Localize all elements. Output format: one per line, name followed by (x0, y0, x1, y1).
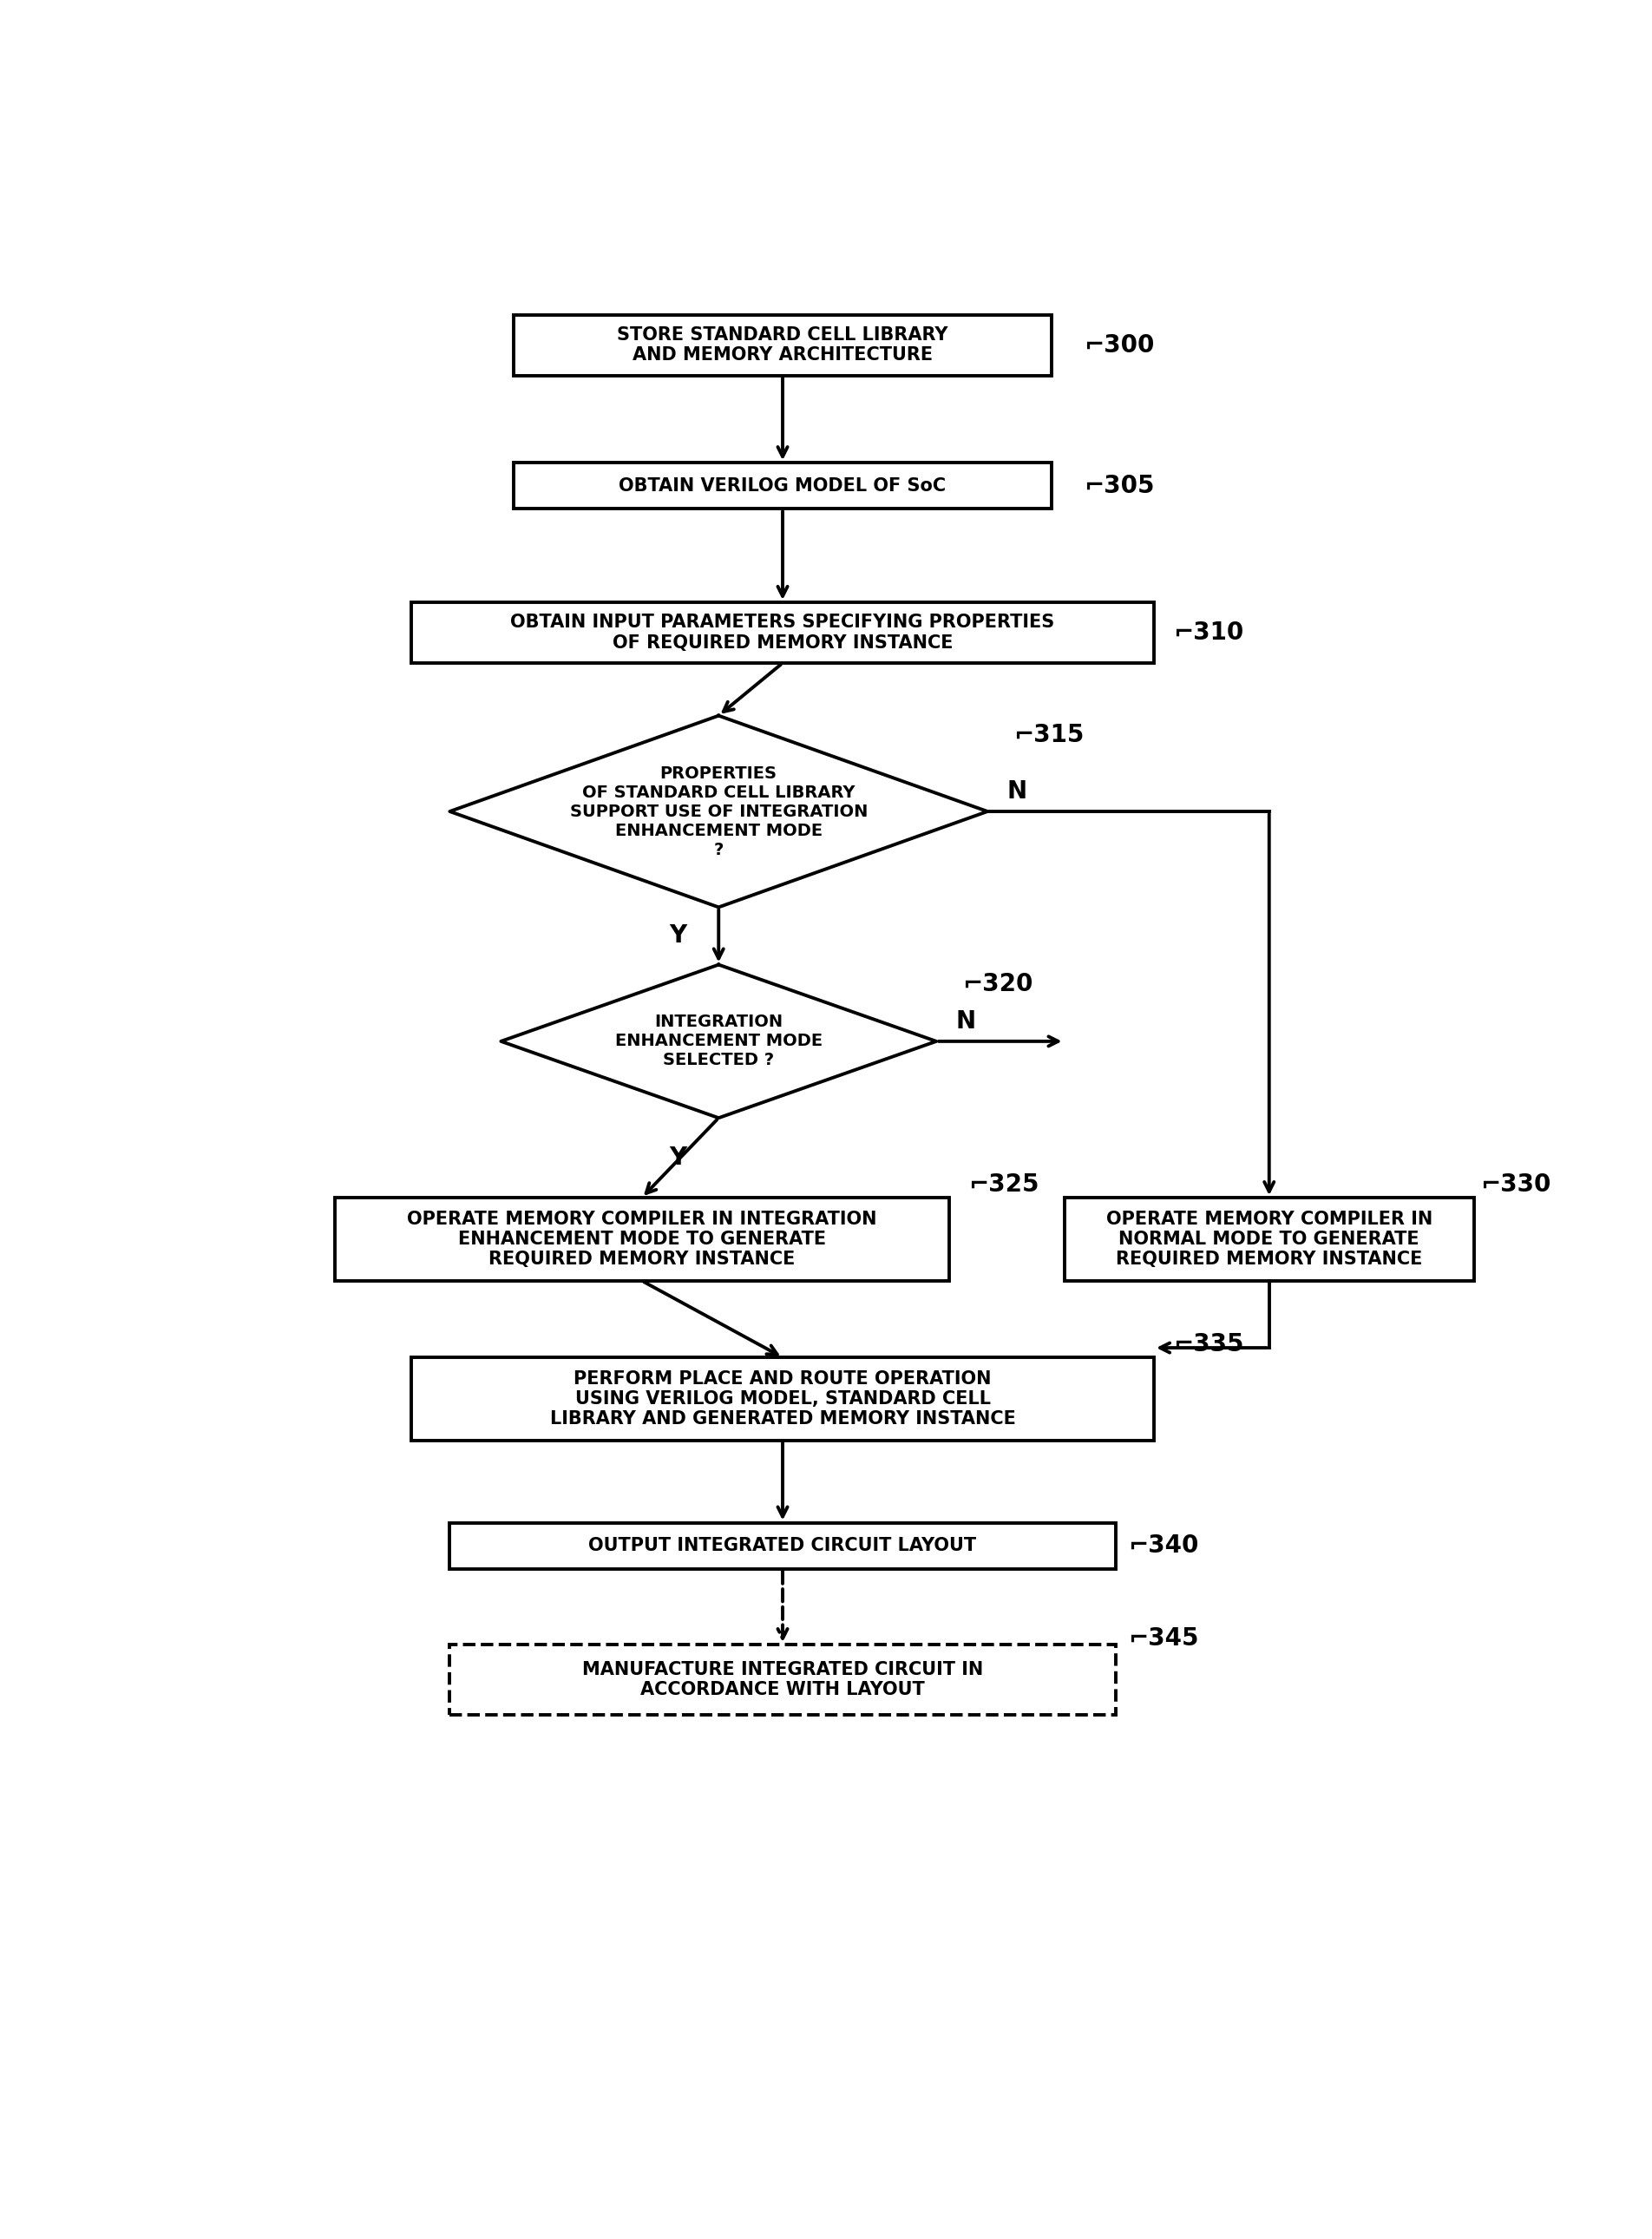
Bar (411, 1357, 1155, 1440)
Text: Y: Y (669, 1146, 687, 1171)
Text: OPERATE MEMORY COMPILER IN
NORMAL MODE TO GENERATE
REQUIRED MEMORY INSTANCE: OPERATE MEMORY COMPILER IN NORMAL MODE T… (1105, 1211, 1432, 1267)
Bar (449, 1523, 1115, 1570)
Text: INTEGRATION
ENHANCEMENT MODE
SELECTED ?: INTEGRATION ENHANCEMENT MODE SELECTED ? (615, 1014, 823, 1068)
Text: MANUFACTURE INTEGRATED CIRCUIT IN
ACCORDANCE WITH LAYOUT: MANUFACTURE INTEGRATED CIRCUIT IN ACCORD… (582, 1661, 983, 1699)
Text: PERFORM PLACE AND ROUTE OPERATION
USING VERILOG MODEL, STANDARD CELL
LIBRARY AND: PERFORM PLACE AND ROUTE OPERATION USING … (550, 1370, 1016, 1428)
Text: ⌐315: ⌐315 (1013, 723, 1084, 748)
Text: N: N (955, 1010, 976, 1034)
Text: ⌐335: ⌐335 (1173, 1332, 1244, 1357)
Bar (411, 602, 1155, 663)
Text: ⌐300: ⌐300 (1084, 334, 1155, 358)
Bar (449, 1646, 1115, 1715)
Text: Y: Y (669, 925, 687, 947)
Text: ⌐310: ⌐310 (1173, 620, 1244, 645)
Bar (334, 1198, 950, 1281)
Text: OBTAIN VERILOG MODEL OF SoC: OBTAIN VERILOG MODEL OF SoC (620, 477, 947, 495)
Text: ⌐325: ⌐325 (968, 1173, 1039, 1198)
Text: PROPERTIES
OF STANDARD CELL LIBRARY
SUPPORT USE OF INTEGRATION
ENHANCEMENT MODE
: PROPERTIES OF STANDARD CELL LIBRARY SUPP… (570, 766, 867, 858)
Text: N: N (1006, 779, 1028, 804)
Text: ⌐330: ⌐330 (1480, 1173, 1551, 1198)
Text: OPERATE MEMORY COMPILER IN INTEGRATION
ENHANCEMENT MODE TO GENERATE
REQUIRED MEM: OPERATE MEMORY COMPILER IN INTEGRATION E… (406, 1211, 877, 1267)
Text: ⌐305: ⌐305 (1084, 475, 1155, 497)
Text: STORE STANDARD CELL LIBRARY
AND MEMORY ARCHITECTURE: STORE STANDARD CELL LIBRARY AND MEMORY A… (618, 327, 948, 365)
Bar (514, 463, 1052, 508)
Bar (1064, 1198, 1474, 1281)
Text: ⌐345: ⌐345 (1128, 1626, 1199, 1650)
Text: OUTPUT INTEGRATED CIRCUIT LAYOUT: OUTPUT INTEGRATED CIRCUIT LAYOUT (588, 1536, 976, 1554)
Text: ⌐320: ⌐320 (961, 972, 1032, 996)
Bar (514, 316, 1052, 376)
Text: ⌐340: ⌐340 (1128, 1534, 1199, 1558)
Text: OBTAIN INPUT PARAMETERS SPECIFYING PROPERTIES
OF REQUIRED MEMORY INSTANCE: OBTAIN INPUT PARAMETERS SPECIFYING PROPE… (510, 613, 1054, 652)
